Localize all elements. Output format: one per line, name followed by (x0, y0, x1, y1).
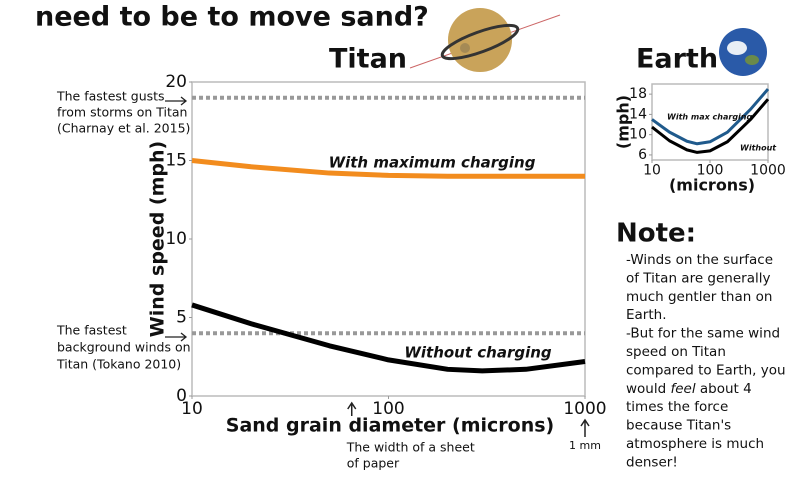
note-line: atmosphere is much (626, 436, 764, 452)
y-tick-label: 10 (629, 127, 647, 143)
note-text: feel (670, 381, 695, 397)
note-text: speed on Titan (626, 344, 726, 360)
note-line: speed on Titan (626, 344, 726, 360)
note-line: much gentler than on (626, 289, 772, 305)
x-tick-label: 100 (372, 399, 404, 419)
x-marker-label: 1 mm (569, 439, 601, 452)
series-label: Without (740, 144, 777, 153)
reference-arrow (165, 332, 188, 342)
reference-label: The fastest (56, 323, 127, 338)
y-tick-label: 5 (176, 308, 187, 328)
reference-label: (Charnay et al. 2015) (57, 121, 190, 136)
titan-image (409, 8, 561, 72)
note-line: -But for the same wind (626, 326, 780, 342)
y-tick-label: 0 (176, 386, 187, 406)
note-line: -Winds on the surface (626, 252, 773, 268)
y-tick-label: 10 (165, 229, 187, 249)
x-marker-arrow (347, 401, 357, 416)
y-tick-label: 14 (629, 106, 647, 122)
x-tick-label: 100 (697, 163, 724, 179)
note-text: of Titan are generally (626, 270, 770, 286)
note-line: Earth. (626, 307, 667, 323)
reference-label: The fastest gusts (56, 89, 165, 104)
series-label: With maximum charging (329, 154, 536, 172)
reference-label: background winds on (57, 340, 191, 355)
note-text: denser! (626, 454, 678, 470)
reference-arrow (165, 96, 188, 106)
reference-label: from storms on Titan (57, 105, 187, 120)
y-axis-title: Wind speed (mph) (147, 141, 169, 337)
note-text: Earth. (626, 307, 667, 323)
series-line (651, 88, 770, 146)
series-label: Without charging (404, 344, 552, 362)
x-tick-label: 1000 (750, 163, 786, 179)
x-tick-label: 10 (181, 399, 203, 419)
note-line: of Titan are generally (626, 270, 770, 286)
page-title: need to be to move sand? (35, 2, 429, 33)
y-tick-label: 18 (629, 86, 647, 102)
note-text: much gentler than on (626, 289, 772, 305)
note-text: would (626, 381, 670, 397)
note-text: because Titan's (626, 418, 731, 434)
note-text: times the force (626, 399, 728, 415)
note-line: denser! (626, 454, 678, 470)
series-line (651, 98, 770, 154)
earth-label: Earth (636, 44, 718, 75)
reference-label: Titan (Tokano 2010) (56, 357, 181, 372)
titan-label: Titan (329, 44, 407, 75)
note-line: times the force (626, 399, 728, 415)
x-marker-label: of paper (347, 456, 400, 471)
note-line: because Titan's (626, 418, 731, 434)
note-title: Note: (616, 219, 696, 249)
series-line (191, 302, 586, 374)
x-marker-arrow (580, 418, 590, 437)
note-line: would feel about 4 (626, 381, 752, 397)
x-axis-title: (microns) (669, 176, 755, 195)
earth-image (719, 28, 767, 76)
x-tick-label: 10 (643, 163, 661, 179)
y-axis-title: (mph) (614, 95, 633, 149)
y-tick-label: 20 (165, 72, 187, 92)
note-text: -Winds on the surface (626, 252, 773, 268)
x-axis-title: Sand grain diameter (microns) (226, 415, 554, 437)
series-label: With max charging (667, 113, 752, 122)
x-tick-label: 1000 (563, 399, 606, 419)
note-text: about 4 (696, 381, 752, 397)
x-marker-label: The width of a sheet (346, 440, 475, 455)
note-line: compared to Earth, you (626, 362, 786, 378)
note-text: compared to Earth, you (626, 362, 786, 378)
note-text: -But for the same wind (626, 326, 780, 342)
series-line (191, 158, 585, 179)
y-tick-label: 15 (165, 151, 187, 171)
note-text: atmosphere is much (626, 436, 764, 452)
y-tick-label: 6 (638, 147, 647, 163)
